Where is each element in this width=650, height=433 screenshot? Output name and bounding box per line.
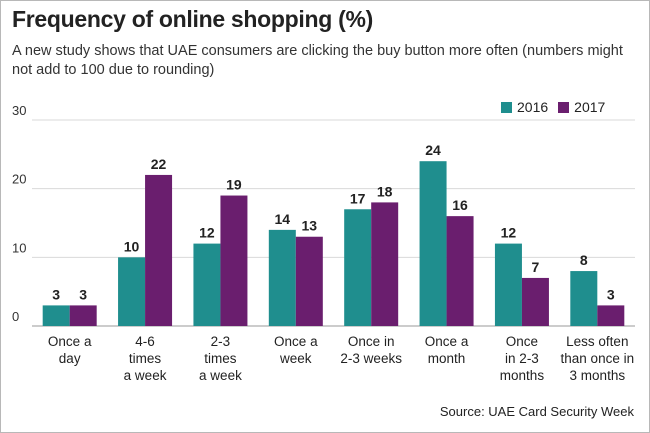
legend-item-2016: 2016: [501, 99, 548, 115]
data-label: 13: [302, 218, 318, 234]
category-label: Less often: [566, 334, 628, 349]
data-label: 17: [350, 190, 366, 206]
bar-2016: [42, 305, 70, 326]
y-tick-label: 30: [12, 103, 26, 118]
data-label: 16: [452, 197, 468, 213]
category-label: day: [59, 351, 81, 366]
category-label: Once: [506, 334, 538, 349]
data-label: 12: [199, 225, 215, 241]
bar-2017: [446, 216, 474, 326]
bar-2017: [220, 195, 248, 326]
category-label: in 2-3: [505, 351, 539, 366]
category-label: Once a: [48, 334, 92, 349]
legend-swatch-2017: [558, 101, 570, 113]
data-label: 19: [226, 177, 242, 193]
bar-2017: [371, 202, 399, 326]
bar-2017: [597, 305, 625, 326]
data-label: 12: [501, 225, 517, 241]
bar-2016: [570, 271, 598, 326]
category-label: Once in: [348, 334, 395, 349]
category-label: Once a: [274, 334, 318, 349]
data-label: 22: [151, 156, 167, 172]
category-label: week: [279, 351, 312, 366]
category-label: times: [204, 351, 237, 366]
bar-2017: [145, 174, 173, 326]
legend-swatch-2016: [501, 101, 512, 113]
chart-subtitle: A new study shows that UAE consumers are…: [12, 43, 623, 78]
category-label: 3 months: [570, 368, 626, 383]
data-label: 3: [607, 286, 615, 302]
category-label: 2-3 weeks: [340, 351, 402, 366]
bar-2016: [193, 243, 221, 326]
category-label: times: [129, 351, 162, 366]
chart-legend: 2016 2017: [501, 99, 615, 115]
data-label: 18: [377, 183, 393, 199]
y-tick-label: 20: [12, 172, 26, 187]
category-label: 4-6: [135, 334, 155, 349]
category-label: than once in: [561, 351, 635, 366]
legend-label-2016: 2016: [517, 99, 549, 115]
category-label: a week: [199, 368, 242, 383]
legend-item-2017: 2017: [558, 99, 605, 115]
y-tick-label: 0: [12, 309, 19, 324]
bar-2017: [521, 277, 549, 326]
bar-2016: [494, 243, 522, 326]
bar-2016: [419, 161, 447, 326]
bar-2016: [268, 229, 296, 326]
category-label: a week: [124, 368, 167, 383]
y-tick-label: 10: [12, 240, 26, 255]
chart-title: Frequency of online shopping (%): [12, 6, 373, 32]
bar-2016: [118, 257, 146, 326]
data-label: 14: [275, 211, 291, 227]
data-label: 10: [124, 238, 140, 254]
category-label: month: [428, 351, 466, 366]
data-label: 8: [580, 252, 588, 268]
category-label: months: [500, 368, 545, 383]
data-label: 3: [52, 286, 60, 302]
bar-2017: [69, 305, 97, 326]
legend-label-2017: 2017: [574, 99, 606, 115]
source-note: Source: UAE Card Security Week: [439, 404, 634, 419]
data-label: 3: [79, 286, 87, 302]
category-label: 2-3: [211, 334, 231, 349]
data-label: 24: [425, 142, 441, 158]
bar-2017: [295, 236, 323, 326]
category-label: Once a: [425, 334, 469, 349]
data-label: 7: [532, 259, 540, 275]
bar-2016: [344, 209, 372, 326]
